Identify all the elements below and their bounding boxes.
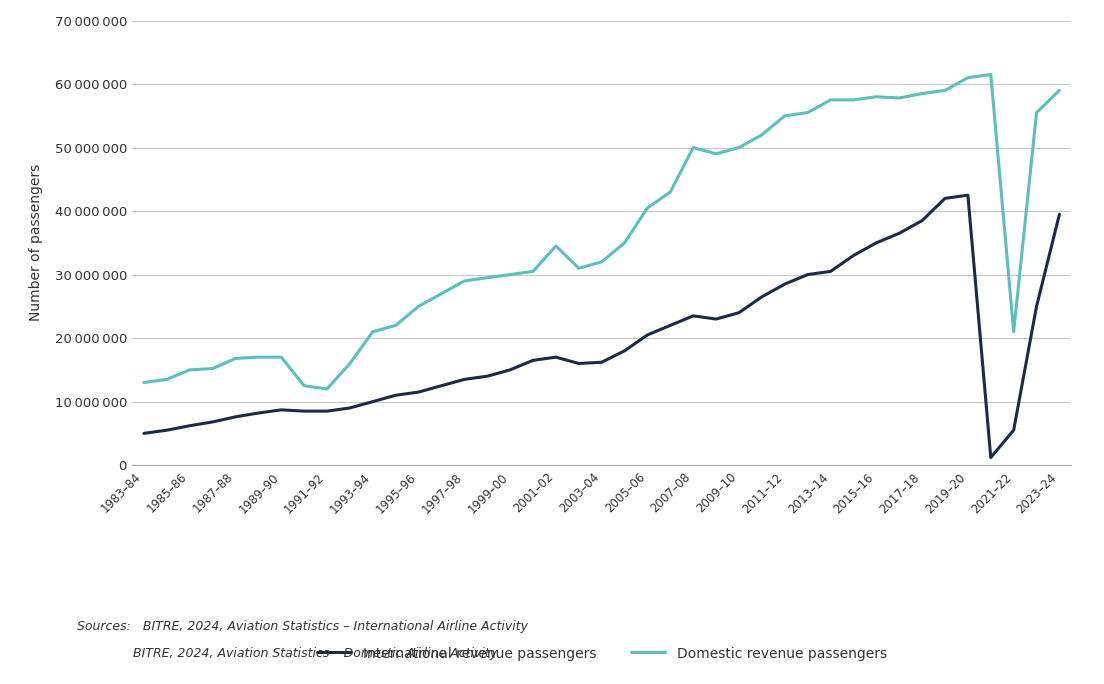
Domestic revenue passengers bbox=[550, 242, 563, 250]
Domestic revenue passengers bbox=[458, 277, 471, 285]
International revenue passengers bbox=[252, 409, 265, 417]
International revenue passengers bbox=[550, 353, 563, 361]
International revenue passengers bbox=[275, 406, 288, 414]
Domestic revenue passengers bbox=[915, 90, 928, 98]
International revenue passengers bbox=[137, 430, 150, 438]
International revenue passengers bbox=[435, 382, 448, 390]
Domestic revenue passengers bbox=[870, 92, 883, 101]
Domestic revenue passengers bbox=[412, 302, 425, 311]
Text: Sources:   BITRE, 2024, Aviation Statistics – International Airline Activity: Sources: BITRE, 2024, Aviation Statistic… bbox=[77, 620, 529, 633]
Line: Domestic revenue passengers: Domestic revenue passengers bbox=[144, 75, 1060, 389]
Domestic revenue passengers bbox=[938, 86, 952, 94]
Domestic revenue passengers bbox=[252, 353, 265, 361]
International revenue passengers bbox=[938, 194, 952, 202]
International revenue passengers bbox=[1030, 302, 1043, 311]
Domestic revenue passengers bbox=[435, 289, 448, 298]
International revenue passengers bbox=[847, 252, 860, 260]
International revenue passengers bbox=[618, 347, 631, 355]
Domestic revenue passengers bbox=[778, 111, 792, 120]
International revenue passengers bbox=[458, 376, 471, 384]
International revenue passengers bbox=[1007, 426, 1020, 434]
Domestic revenue passengers bbox=[160, 376, 173, 384]
International revenue passengers bbox=[1053, 210, 1066, 218]
International revenue passengers bbox=[480, 372, 493, 380]
International revenue passengers bbox=[778, 280, 792, 288]
Y-axis label: Number of passengers: Number of passengers bbox=[30, 164, 43, 321]
Domestic revenue passengers bbox=[503, 270, 517, 278]
Domestic revenue passengers bbox=[275, 353, 288, 361]
International revenue passengers bbox=[710, 315, 723, 323]
Domestic revenue passengers bbox=[137, 378, 150, 386]
International revenue passengers bbox=[870, 239, 883, 247]
International revenue passengers bbox=[824, 267, 837, 276]
International revenue passengers bbox=[343, 404, 357, 412]
Line: International revenue passengers: International revenue passengers bbox=[144, 195, 1060, 458]
Domestic revenue passengers bbox=[229, 354, 242, 363]
Domestic revenue passengers bbox=[984, 70, 997, 79]
Domestic revenue passengers bbox=[802, 109, 815, 117]
International revenue passengers bbox=[687, 312, 700, 320]
Domestic revenue passengers bbox=[320, 385, 333, 393]
Domestic revenue passengers bbox=[297, 382, 310, 390]
International revenue passengers bbox=[206, 418, 220, 426]
International revenue passengers bbox=[229, 412, 242, 421]
Domestic revenue passengers bbox=[962, 74, 975, 82]
International revenue passengers bbox=[389, 391, 402, 399]
Domestic revenue passengers bbox=[367, 328, 380, 336]
Domestic revenue passengers bbox=[732, 144, 745, 152]
Domestic revenue passengers bbox=[640, 204, 654, 212]
International revenue passengers bbox=[160, 426, 173, 434]
Domestic revenue passengers bbox=[618, 239, 631, 247]
International revenue passengers bbox=[297, 407, 310, 415]
International revenue passengers bbox=[893, 229, 906, 237]
Text: BITRE, 2024, Aviation Statistics – Domestic Airline Activity: BITRE, 2024, Aviation Statistics – Domes… bbox=[77, 647, 498, 660]
Legend: International revenue passengers, Domestic revenue passengers: International revenue passengers, Domest… bbox=[311, 641, 892, 666]
Domestic revenue passengers bbox=[664, 188, 677, 196]
International revenue passengers bbox=[755, 293, 768, 301]
International revenue passengers bbox=[412, 388, 425, 396]
Domestic revenue passengers bbox=[1053, 86, 1066, 94]
Domestic revenue passengers bbox=[183, 366, 197, 374]
International revenue passengers bbox=[503, 366, 517, 374]
International revenue passengers bbox=[962, 191, 975, 199]
Domestic revenue passengers bbox=[572, 264, 585, 272]
International revenue passengers bbox=[732, 308, 745, 317]
Domestic revenue passengers bbox=[480, 274, 493, 282]
Domestic revenue passengers bbox=[687, 144, 700, 152]
International revenue passengers bbox=[572, 359, 585, 367]
International revenue passengers bbox=[320, 407, 333, 415]
International revenue passengers bbox=[527, 356, 540, 365]
International revenue passengers bbox=[664, 321, 677, 330]
International revenue passengers bbox=[802, 270, 815, 278]
International revenue passengers bbox=[183, 421, 197, 430]
Domestic revenue passengers bbox=[847, 96, 860, 104]
International revenue passengers bbox=[367, 397, 380, 406]
Domestic revenue passengers bbox=[710, 150, 723, 158]
Domestic revenue passengers bbox=[206, 365, 220, 373]
Domestic revenue passengers bbox=[595, 258, 608, 266]
Domestic revenue passengers bbox=[389, 321, 402, 330]
Domestic revenue passengers bbox=[824, 96, 837, 104]
Domestic revenue passengers bbox=[755, 131, 768, 139]
International revenue passengers bbox=[915, 216, 928, 224]
Domestic revenue passengers bbox=[1007, 328, 1020, 336]
Domestic revenue passengers bbox=[527, 267, 540, 276]
International revenue passengers bbox=[640, 331, 654, 339]
Domestic revenue passengers bbox=[343, 359, 357, 367]
International revenue passengers bbox=[984, 453, 997, 462]
Domestic revenue passengers bbox=[1030, 109, 1043, 117]
International revenue passengers bbox=[595, 358, 608, 367]
Domestic revenue passengers bbox=[893, 94, 906, 102]
